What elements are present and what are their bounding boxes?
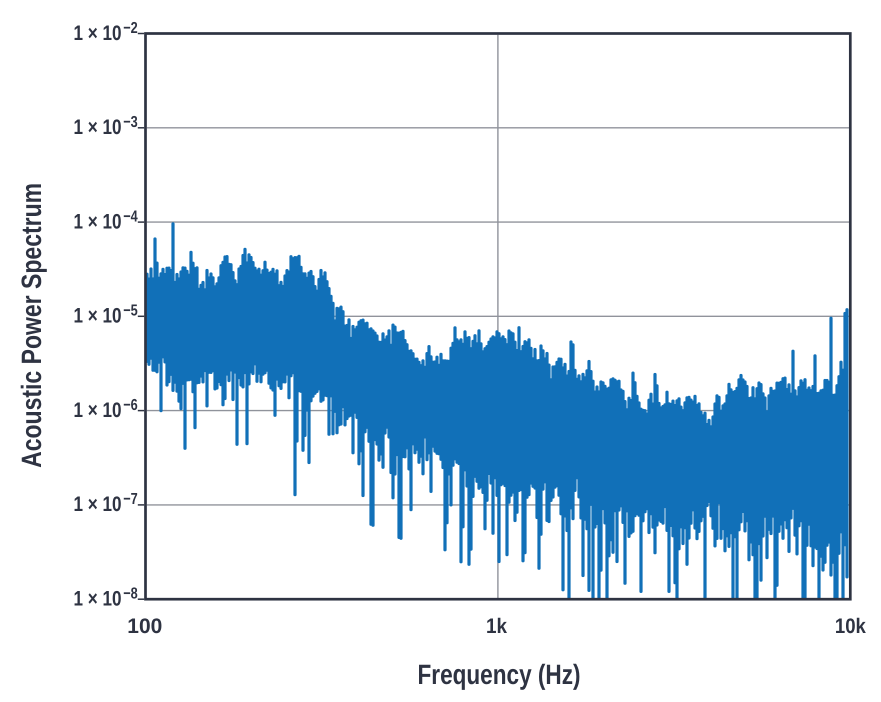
svg-text:−5: −5 bbox=[123, 303, 138, 320]
svg-text:Frequency (Hz): Frequency (Hz) bbox=[418, 659, 581, 690]
svg-text:10k: 10k bbox=[835, 615, 866, 638]
svg-text:1 × 10: 1 × 10 bbox=[74, 22, 122, 45]
svg-text:−8: −8 bbox=[123, 586, 138, 603]
svg-text:Acoustic Power Spectrum: Acoustic Power Spectrum bbox=[16, 183, 47, 468]
svg-text:1 × 10: 1 × 10 bbox=[74, 116, 122, 139]
svg-text:−4: −4 bbox=[123, 208, 138, 225]
svg-text:−3: −3 bbox=[123, 114, 138, 131]
svg-text:1 × 10: 1 × 10 bbox=[74, 210, 122, 233]
svg-text:100: 100 bbox=[127, 615, 162, 638]
svg-text:1 × 10: 1 × 10 bbox=[74, 399, 122, 422]
svg-text:1 × 10: 1 × 10 bbox=[74, 588, 122, 611]
svg-text:1 × 10: 1 × 10 bbox=[74, 493, 122, 516]
svg-text:−2: −2 bbox=[123, 20, 138, 37]
svg-text:−6: −6 bbox=[123, 397, 138, 414]
svg-text:−7: −7 bbox=[123, 491, 138, 508]
svg-text:1k: 1k bbox=[486, 615, 507, 638]
svg-text:1 × 10: 1 × 10 bbox=[74, 305, 122, 328]
